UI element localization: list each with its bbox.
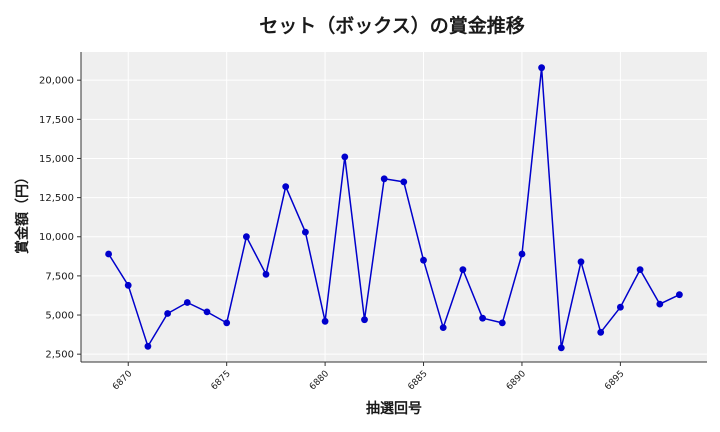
data-point — [243, 233, 250, 241]
chart-title: セット（ボックス）の賞金推移 — [259, 14, 524, 37]
data-point — [538, 64, 545, 72]
data-point — [164, 310, 172, 317]
x-tick-label: 6870 — [111, 369, 134, 392]
data-point — [636, 266, 644, 273]
y-tick-label: 20,000 — [39, 76, 74, 87]
y-tick-label: 2,500 — [45, 350, 74, 361]
x-tick-label: 6885 — [406, 369, 429, 392]
data-point — [557, 344, 565, 352]
data-point — [223, 319, 231, 327]
data-point — [302, 228, 309, 236]
grid — [81, 52, 707, 362]
data-point — [597, 328, 605, 336]
data-point — [262, 270, 270, 278]
data-point — [617, 303, 624, 311]
data-point — [676, 291, 683, 299]
data-point — [400, 178, 408, 186]
x-tick-label: 6880 — [308, 369, 331, 392]
series — [105, 64, 683, 352]
data-point — [203, 308, 211, 316]
y-tick-label: 10,000 — [39, 232, 74, 243]
x-tick-label: 6895 — [603, 369, 626, 392]
data-point — [341, 153, 349, 161]
y-tick-label: 12,500 — [39, 193, 74, 204]
y-tick-label: 15,000 — [39, 154, 74, 165]
data-point — [479, 314, 486, 322]
plot-area — [81, 52, 707, 362]
y-tick-label: 7,500 — [45, 271, 74, 282]
data-point — [577, 258, 585, 266]
x-axis-label: 抽選回号 — [366, 400, 422, 417]
data-point — [518, 250, 526, 258]
data-point — [361, 316, 368, 324]
y-tick-label: 5,000 — [45, 311, 74, 322]
data-point — [656, 300, 664, 308]
x-tick-label: 6890 — [505, 369, 528, 392]
y-axis-label: 賞金額（円） — [14, 170, 31, 254]
data-point — [459, 266, 467, 273]
data-point — [144, 342, 152, 350]
x-tick-label: 6875 — [210, 369, 233, 392]
series-line — [107, 66, 680, 349]
y-tick-label: 17,500 — [39, 115, 74, 126]
data-point — [321, 317, 329, 325]
data-point — [439, 324, 447, 331]
data-point — [380, 175, 388, 183]
data-point — [124, 281, 132, 289]
data-point — [282, 183, 290, 191]
data-point — [420, 256, 427, 264]
data-point — [183, 299, 191, 306]
data-point — [105, 250, 112, 258]
data-point — [498, 319, 506, 327]
